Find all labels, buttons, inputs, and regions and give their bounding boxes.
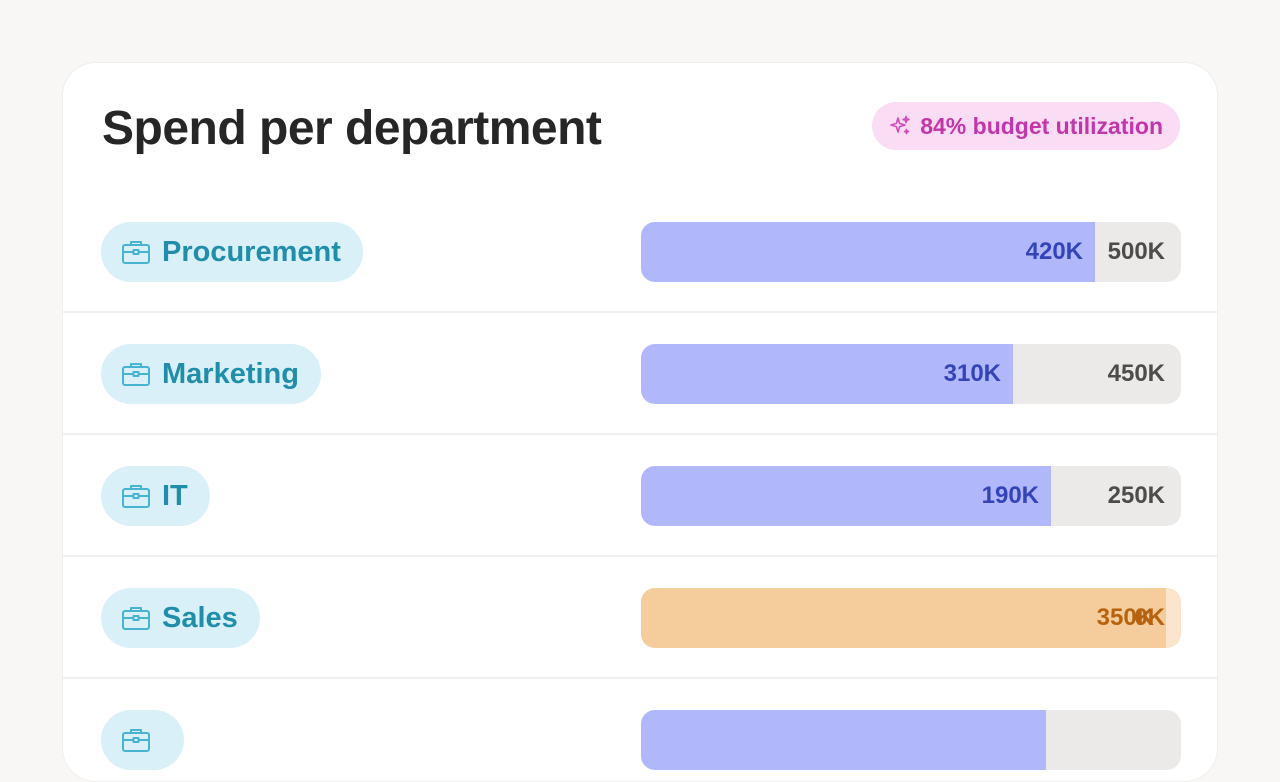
budget-label: 450K bbox=[1107, 360, 1165, 387]
budget-bar: 450K 310K bbox=[641, 344, 1181, 404]
department-label: Marketing bbox=[162, 357, 299, 390]
budget-bar: 250K 190K bbox=[641, 466, 1181, 526]
utilization-badge: 84% budget utilization bbox=[872, 102, 1180, 150]
table-row: IT 250K 190K bbox=[63, 435, 1217, 557]
briefcase-icon bbox=[121, 603, 151, 633]
budget-label: 500K bbox=[1107, 238, 1165, 265]
department-tag[interactable]: Sales bbox=[101, 588, 260, 648]
table-row bbox=[63, 679, 1217, 781]
spent-bar bbox=[641, 222, 1095, 282]
department-label: Procurement bbox=[162, 235, 341, 268]
briefcase-icon bbox=[121, 481, 151, 511]
budget-bar: 0K 350K bbox=[641, 588, 1181, 648]
page-title: Spend per department bbox=[102, 102, 602, 155]
spent-bar bbox=[641, 588, 1166, 648]
spent-bar bbox=[641, 344, 1013, 404]
budget-label: 0K bbox=[1134, 604, 1165, 631]
department-tag[interactable]: IT bbox=[101, 466, 210, 526]
briefcase-icon bbox=[121, 359, 151, 389]
spend-card: Spend per department 84% budget utilizat… bbox=[62, 62, 1218, 782]
spent-label: 190K bbox=[981, 482, 1039, 509]
department-tag[interactable]: Procurement bbox=[101, 222, 363, 282]
spent-bar bbox=[641, 710, 1046, 770]
budget-bar bbox=[641, 710, 1181, 770]
budget-bar: 500K 420K bbox=[641, 222, 1181, 282]
sparkles-icon bbox=[888, 114, 912, 138]
table-row: Sales 0K 350K bbox=[63, 557, 1217, 679]
department-rows: Procurement 500K 420K Marketing 450K 310K IT 25… bbox=[63, 191, 1217, 781]
table-row: Marketing 450K 310K bbox=[63, 313, 1217, 435]
briefcase-icon bbox=[121, 237, 151, 267]
department-tag[interactable] bbox=[101, 710, 184, 770]
spent-label: 420K bbox=[1025, 238, 1083, 265]
spent-bar bbox=[641, 466, 1051, 526]
spent-label: 350K bbox=[1096, 604, 1154, 631]
department-label: Sales bbox=[162, 601, 238, 634]
briefcase-icon bbox=[121, 725, 151, 755]
budget-label: 250K bbox=[1107, 482, 1165, 509]
badge-label: 84% budget utilization bbox=[920, 112, 1163, 139]
table-row: Procurement 500K 420K bbox=[63, 191, 1217, 313]
department-label: IT bbox=[162, 479, 188, 512]
department-tag[interactable]: Marketing bbox=[101, 344, 321, 404]
spent-label: 310K bbox=[943, 360, 1001, 387]
